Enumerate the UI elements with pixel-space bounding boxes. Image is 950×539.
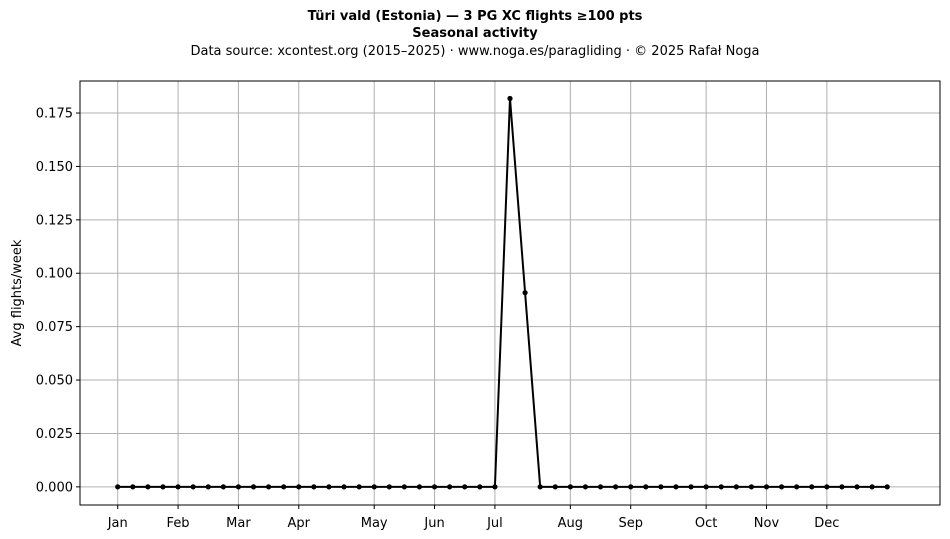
- y-tick-label: 0.100: [36, 267, 73, 282]
- y-tick-label: 0.050: [36, 374, 73, 389]
- x-tick-label: May: [361, 516, 388, 531]
- data-point: [507, 95, 513, 102]
- data-point: [477, 484, 483, 490]
- y-axis-label: Avg flights/week: [10, 239, 25, 346]
- data-point: [688, 484, 694, 490]
- x-tick-label: Jul: [486, 516, 503, 531]
- x-tick-label: Dec: [814, 516, 839, 531]
- data-point: [718, 484, 724, 490]
- data-point: [235, 484, 242, 490]
- chart-source-note: Data source: xcontest.org (2015–2025) · …: [190, 44, 760, 59]
- data-point: [522, 290, 528, 296]
- plot-frame: [79, 80, 941, 506]
- x-tick-label: Feb: [167, 516, 190, 531]
- chart-title: Türi vald (Estonia) — 3 PG XC flights ≥1…: [307, 9, 643, 24]
- data-point: [643, 484, 649, 490]
- y-tick-label: 0.175: [36, 107, 73, 122]
- x-tick-label: Aug: [558, 516, 583, 531]
- x-tick-label: Sep: [618, 516, 643, 531]
- x-tick-label: Nov: [754, 516, 780, 531]
- data-point: [341, 484, 347, 490]
- data-point: [854, 484, 860, 490]
- y-tick-label: 0.125: [36, 213, 73, 228]
- data-point: [175, 484, 181, 490]
- data-point: [582, 484, 589, 490]
- data-point: [824, 484, 830, 490]
- data-point: [552, 484, 558, 490]
- data-point: [371, 484, 377, 490]
- y-tick-label: 0.075: [36, 320, 73, 335]
- data-point: [160, 484, 166, 490]
- data-point: [658, 484, 664, 490]
- y-tick-label: 0.000: [36, 480, 73, 495]
- x-tick-label: Jun: [423, 516, 444, 531]
- data-point: [703, 484, 709, 490]
- data-point: [839, 484, 845, 490]
- data-point: [145, 484, 151, 490]
- data-point: [537, 484, 543, 490]
- data-point: [884, 484, 890, 490]
- data-point: [311, 484, 317, 490]
- data-point: [326, 484, 332, 490]
- data-point: [794, 484, 800, 490]
- data-point: [597, 484, 604, 490]
- data-point: [265, 484, 272, 490]
- data-point: [205, 484, 211, 490]
- data-point: [401, 484, 407, 490]
- data-point: [431, 484, 438, 490]
- x-tick-label: Mar: [226, 516, 251, 531]
- series-lines: [117, 97, 888, 488]
- data-point: [115, 484, 121, 490]
- x-axis-ticks: Jan Feb Mar Apr May Jun Jul Aug Sep Oct Nov Dec: [107, 505, 839, 531]
- chart-subtitle: Seasonal activity: [412, 26, 538, 41]
- data-point: [281, 484, 287, 490]
- data-point: [356, 484, 362, 490]
- data-point: [492, 484, 498, 490]
- data-point: [190, 484, 196, 490]
- data-point: [130, 484, 136, 490]
- data-point: [763, 484, 770, 490]
- x-tick-label: Jan: [107, 516, 128, 531]
- y-tick-label: 0.025: [36, 427, 73, 442]
- data-point: [462, 484, 468, 490]
- data-point: [673, 484, 679, 490]
- data-point: [628, 484, 634, 490]
- x-tick-label: Oct: [695, 516, 717, 531]
- series-points: [115, 95, 890, 490]
- data-point: [416, 484, 423, 490]
- data-point: [613, 484, 619, 490]
- data-point: [778, 484, 785, 490]
- chart-titles: Türi vald (Estonia) — 3 PG XC flights ≥1…: [0, 8, 950, 61]
- data-point: [220, 484, 226, 490]
- data-point: [250, 484, 257, 490]
- x-tick-label: Apr: [288, 516, 311, 531]
- grid-lines: [80, 81, 940, 505]
- y-tick-label: 0.150: [36, 160, 73, 175]
- data-point: [386, 484, 392, 490]
- data-point: [733, 484, 739, 490]
- data-point: [447, 484, 453, 490]
- data-point: [748, 484, 755, 490]
- data-point: [809, 484, 815, 490]
- data-point: [296, 484, 302, 490]
- y-axis-ticks: 0.000 0.025 0.050 0.075 0.100 0.125 0.150 0.175: [36, 107, 80, 495]
- data-point: [869, 484, 875, 490]
- series-line: [117, 97, 888, 488]
- data-point: [567, 484, 573, 490]
